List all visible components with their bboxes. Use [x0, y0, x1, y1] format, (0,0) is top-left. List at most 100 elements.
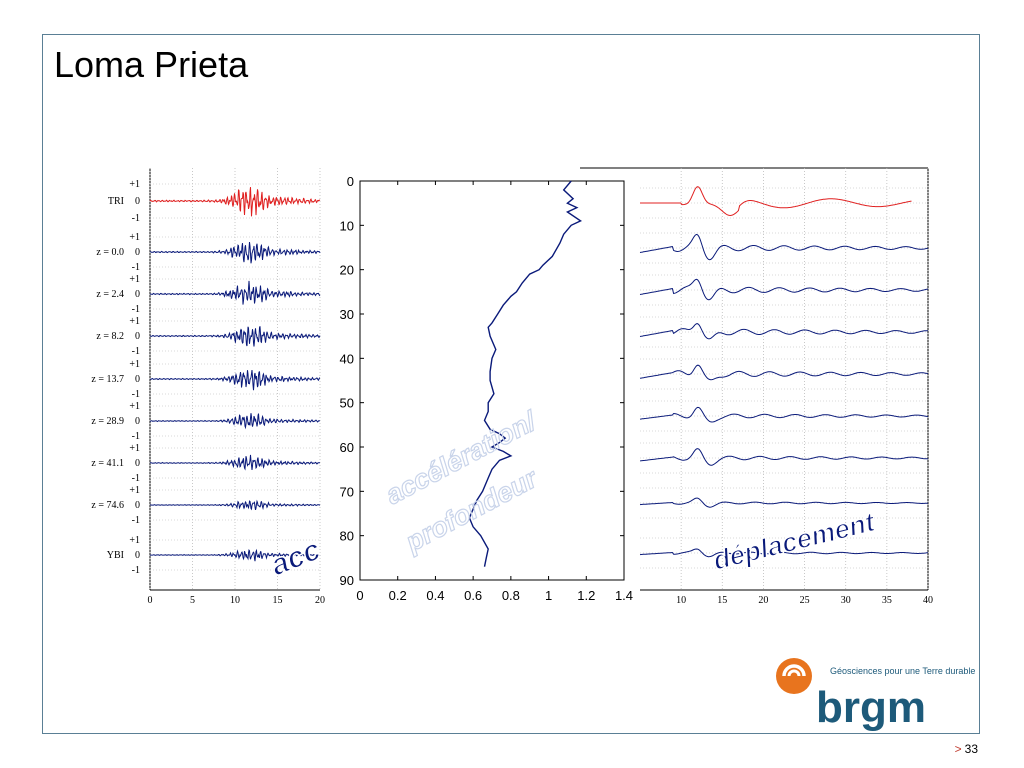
acc-level-label: -1: [132, 473, 140, 484]
acc-trace-label: z = 41.1: [91, 458, 124, 469]
acc-level-label: -1: [132, 346, 140, 357]
acc-trace-5: [149, 413, 321, 430]
disp-trace-8: [639, 548, 928, 558]
displacement-panel: 10 15 20 25 30 35 40: [580, 167, 933, 606]
acc-level-label: -1: [132, 389, 140, 400]
acc-trace-label: z = 0.0: [96, 247, 124, 258]
acc-x-tick: 10: [230, 595, 240, 606]
acc-trace-label: z = 8.2: [96, 331, 124, 342]
disp-trace-6: [639, 448, 928, 466]
acc-x-tick: 15: [273, 595, 283, 606]
depth-panel-bg: [338, 170, 638, 595]
acc-level-label: -1: [132, 515, 140, 526]
disp-trace-7: [639, 497, 929, 508]
depth-y-tick: 0: [347, 174, 354, 189]
acc-level-label: -1: [132, 262, 140, 273]
acceleration-panel: 0 5 10 15 20 +1 0 -1 TRI +1 0 -1 z = 0.0 +1 0 -1 z = 2.4…: [91, 168, 325, 606]
disp-trace-3: [639, 323, 929, 340]
depth-y-tick: 10: [340, 218, 354, 233]
logo-circle-icon: [776, 658, 812, 694]
overlay-acc: acc: [266, 533, 325, 582]
acc-level-label: +1: [129, 232, 140, 243]
depth-y-tick: 30: [340, 307, 354, 322]
acc-level-label: +1: [129, 443, 140, 454]
depth-y-tick: 40: [340, 351, 354, 366]
acc-trace-6: [149, 454, 320, 471]
disp-x-tick: 10: [676, 595, 686, 606]
acc-trace-7: [149, 499, 321, 511]
acc-level-label: 0: [135, 331, 140, 342]
page-number-value: 33: [964, 742, 978, 756]
depth-x-tick: 1.2: [577, 588, 595, 603]
brgm-logo-mark: Géosciences pour une Terre durable brgm: [776, 658, 975, 732]
disp-x-tick: 20: [758, 595, 768, 606]
acc-level-label: +1: [129, 535, 140, 546]
slide-title: Loma Prieta: [54, 44, 249, 85]
acc-x-tick: 5: [190, 595, 195, 606]
depth-x-tick: 0: [356, 588, 363, 603]
acc-trace-8: [149, 548, 321, 562]
overlay-deplacement: déplacement: [710, 507, 878, 576]
acc-level-label: 0: [135, 458, 140, 469]
acc-trace-label: z = 74.6: [91, 500, 124, 511]
disp-x-tick: 25: [800, 595, 810, 606]
disp-trace-2: [639, 278, 929, 301]
disp-x-tick: 30: [841, 595, 851, 606]
depth-plot-frame: [359, 180, 625, 581]
acc-trace-4: [149, 370, 321, 391]
acc-level-label: 0: [135, 500, 140, 511]
acc-trace-label: z = 28.9: [91, 416, 124, 427]
acc-level-label: 0: [135, 416, 140, 427]
acc-level-label: -1: [132, 304, 140, 315]
acc-level-label: +1: [129, 316, 140, 327]
depth-profile-line: [468, 180, 583, 567]
acc-trace-3: [149, 326, 321, 347]
depth-y-tick: 20: [340, 263, 354, 278]
depth-y-tick: 70: [340, 484, 354, 499]
acc-level-label: -1: [132, 213, 140, 224]
logo-tagline: Géosciences pour une Terre durable: [830, 666, 975, 676]
depth-x-tick: 0.6: [464, 588, 482, 603]
depth-x-tick: 0.8: [502, 588, 520, 603]
depth-y-tick: 80: [340, 529, 354, 544]
acc-x-tick: 20: [315, 595, 325, 606]
acc-level-label: -1: [132, 431, 140, 442]
disp-x-tick: 15: [717, 595, 727, 606]
acc-trace-1: [149, 241, 321, 264]
acc-level-label: 0: [135, 550, 140, 561]
acc-level-label: +1: [129, 485, 140, 496]
page-arrow: >: [954, 742, 962, 756]
brgm-logo: Géosciences pour une Terre durable brgm: [772, 652, 982, 732]
acc-x-tick: 0: [148, 595, 153, 606]
disp-trace-5: [639, 406, 929, 423]
acc-level-label: +1: [129, 274, 140, 285]
acc-level-label: 0: [135, 196, 140, 207]
disp-x-tick: 40: [923, 595, 933, 606]
acc-trace-label: z = 2.4: [96, 289, 124, 300]
disp-trace-4: [639, 364, 929, 381]
acc-level-label: +1: [129, 359, 140, 370]
depth-profile-panel: 0 0.2 0.4 0.6 0.8 1 1.2 1.4 0 10 20 30 40 50 60 70 80 90: [338, 170, 638, 603]
depth-y-tick: 60: [340, 440, 354, 455]
depth-x-tick: 0.2: [389, 588, 407, 603]
disp-trace-0: [640, 186, 912, 217]
acc-trace-0: [149, 187, 321, 217]
acc-level-label: +1: [129, 401, 140, 412]
acc-level-label: -1: [132, 565, 140, 576]
depth-y-tick: 90: [340, 573, 354, 588]
logo-wordmark: brgm: [816, 683, 926, 732]
depth-x-tick: 1: [545, 588, 552, 603]
acc-level-label: 0: [135, 247, 140, 258]
depth-x-tick: 1.4: [615, 588, 633, 603]
acc-level-label: 0: [135, 289, 140, 300]
depth-x-tick: 0.4: [426, 588, 444, 603]
page-number: >33: [955, 742, 978, 756]
acc-trace-label: YBI: [107, 550, 124, 561]
disp-trace-1: [639, 233, 929, 261]
acc-level-label: +1: [129, 179, 140, 190]
depth-y-tick: 50: [340, 396, 354, 411]
acc-trace-2: [149, 280, 321, 305]
slide-frame: [42, 34, 980, 734]
acc-trace-label: z = 13.7: [91, 374, 124, 385]
